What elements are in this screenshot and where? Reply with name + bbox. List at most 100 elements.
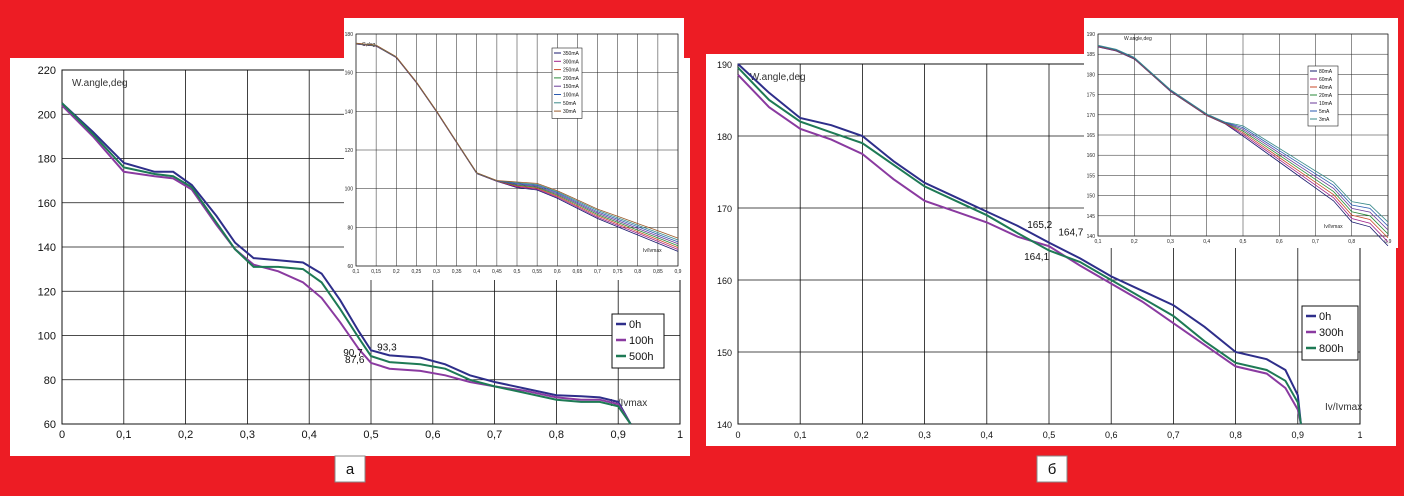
inset-x-tick-label: 0,4: [1203, 239, 1210, 245]
y-axis-label: W.angle,deg: [750, 72, 806, 83]
x-tick-label: 0,4: [302, 429, 317, 441]
inset-x-tick-label: 0,4: [473, 269, 480, 275]
inset-series-line-30mA: [355, 42, 679, 239]
inset-x-tick-label: 0,6: [554, 269, 561, 275]
inset-x-tick-label: 0,8: [634, 269, 641, 275]
x-tick-label: 0: [59, 429, 65, 441]
x-tick-label: 0,2: [178, 429, 193, 441]
inset-x-tick-label: 0,5: [514, 269, 521, 275]
x-tick-label: 0,5: [363, 429, 378, 441]
series-line-500h: [61, 102, 632, 425]
inset-legend-entry: 40mA: [1319, 85, 1333, 91]
data-label: 93,3: [377, 342, 397, 353]
inset-x-tick-label: 0,3: [1167, 239, 1174, 245]
data-label: 90,7: [343, 348, 363, 359]
x-tick-label: 0,9: [611, 429, 626, 441]
inset-x-tick-label: 0,1: [353, 269, 360, 275]
inset-y-tick-label: 180: [1087, 72, 1096, 78]
inset-y-tick-label: 180: [345, 32, 354, 38]
inset-x-tick-label: 0,65: [573, 269, 583, 275]
y-axis-label: W.angle,deg: [72, 78, 128, 89]
inset-x-tick-label: 0,9: [675, 269, 682, 275]
legend-entry: 0h: [629, 319, 641, 331]
x-tick-label: 0,1: [116, 429, 131, 441]
inset-legend-entry: 30mA: [563, 109, 577, 115]
inset-legend-entry: 5mA: [1319, 109, 1330, 115]
inset-y-tick-label: 160: [1087, 153, 1096, 159]
panel-caption: а: [346, 461, 355, 478]
caption-box: [334, 455, 366, 483]
legend-entry: 800h: [1319, 343, 1343, 355]
caption-box: [1036, 455, 1068, 483]
y-tick-label: 190: [717, 60, 732, 70]
y-tick-label: 120: [38, 286, 56, 298]
inset-chart: 0,1 0,15 0,2 0,25 0,3 0,35 0,4 0,45 0,5 0,55 0,6 0,…: [344, 18, 684, 280]
x-tick-label: 0,2: [856, 430, 869, 440]
y-tick-label: 140: [38, 242, 56, 254]
y-tick-label: 140: [717, 420, 732, 430]
inset-x-tick-label: 0,35: [452, 269, 462, 275]
inset-y-tick-label: 170: [1087, 113, 1096, 119]
data-label: 164,1: [1024, 252, 1049, 263]
y-tick-label: 170: [717, 204, 732, 214]
inset-y-tick-label: 160: [345, 71, 354, 77]
inset-legend-entry: 350mA: [563, 51, 580, 57]
x-tick-label: 0,6: [1105, 430, 1118, 440]
inset-legend-entry: 100mA: [563, 93, 580, 99]
inset-legend: 80mA 60mA 40mA 20mA 10mA 5mA 3mA: [1307, 65, 1339, 127]
legend-entry: 0h: [1319, 311, 1331, 323]
inset-chart: 0,1 0,2 0,3 0,4 0,5 0,6 0,7 0,8 0,9 140 145 150 155 1…: [1084, 18, 1398, 248]
inset-y-axis-label: W.angle,deg: [1124, 36, 1152, 42]
inset-legend-entry: 300mA: [563, 59, 580, 65]
inset-y-tick-label: 150: [1087, 194, 1096, 200]
panel-a: 0 0,1 0,2 0,3 0,4 0,5 0,6 0,7 0,8 0,9 160801001201…: [10, 18, 690, 483]
panel-caption: б: [1048, 461, 1057, 478]
inset-x-tick-label: 0,7: [594, 269, 601, 275]
inset-x-axis-label: Iv/Ivmax: [643, 248, 662, 254]
x-tick-label: 0,7: [487, 429, 502, 441]
x-tick-label: 1: [1357, 430, 1362, 440]
inset-y-tick-label: 80: [347, 225, 353, 231]
legend-entry: 100h: [629, 335, 653, 347]
inset-legend-entry: 10mA: [1319, 101, 1333, 107]
y-tick-label: 160: [38, 198, 56, 210]
y-tick-label: 180: [38, 154, 56, 166]
panel-b: 0 0,1 0,2 0,3 0,4 0,5 0,6 0,7 0,8 0,9 1 140 150 160 17…: [706, 18, 1398, 483]
x-tick-label: 0,6: [425, 429, 440, 441]
inset-legend-entry: 50mA: [563, 101, 577, 107]
legend: 0h 100h 500h: [611, 313, 665, 369]
series-line-300h: [737, 74, 1302, 425]
x-tick-label: 0,8: [1229, 430, 1242, 440]
x-tick-label: 0,8: [549, 429, 564, 441]
x-axis-label: Iv/Ivmax: [1325, 402, 1362, 413]
x-tick-label: 0,9: [1292, 430, 1305, 440]
inset-legend-entry: 60mA: [1319, 77, 1333, 83]
series-line-0h: [61, 102, 632, 425]
inset-y-tick-label: 185: [1087, 52, 1096, 58]
inset-legend-entry: 80mA: [1319, 69, 1333, 75]
inset-x-tick-label: 0,5: [1240, 239, 1247, 245]
inset-x-tick-label: 0,7: [1312, 239, 1319, 245]
series-line-100h: [61, 104, 632, 425]
x-tick-label: 0,3: [918, 430, 931, 440]
x-tick-label: 0,1: [794, 430, 807, 440]
inset-legend-box: [551, 47, 583, 119]
x-tick-label: 1: [677, 429, 683, 441]
inset-legend-box: [1307, 65, 1339, 127]
inset-legend-entry: 20mA: [1319, 93, 1333, 99]
inset-y-tick-label: 155: [1087, 173, 1096, 179]
series-line-0h: [737, 63, 1302, 425]
inset-y-tick-label: 140: [345, 109, 354, 115]
y-tick-label: 150: [717, 348, 732, 358]
inset-x-tick-label: 0,45: [492, 269, 502, 275]
inset-x-tick-label: 0,55: [532, 269, 542, 275]
inset-y-tick-label: 120: [345, 148, 354, 154]
inset-y-tick-label: 145: [1087, 214, 1096, 220]
y-tick-label: 180: [717, 132, 732, 142]
inset-x-axis-label: Iv/Ivmax: [1324, 224, 1343, 230]
inset-x-tick-label: 0,75: [613, 269, 623, 275]
data-label: 165,2: [1027, 220, 1052, 231]
legend-entry: 300h: [1319, 327, 1343, 339]
inset-x-tick-label: 0,9: [1385, 239, 1392, 245]
